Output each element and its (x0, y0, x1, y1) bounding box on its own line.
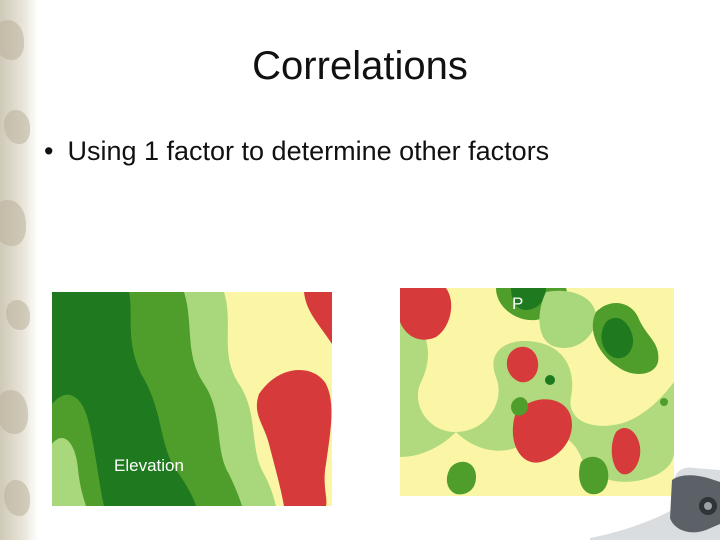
camouflage-border (0, 0, 38, 540)
phosphorus-label: P (512, 294, 524, 313)
phosphorus-map: P (396, 282, 678, 502)
elevation-map-graphic (44, 284, 336, 514)
phosphorus-map-graphic (400, 288, 674, 496)
elevation-map: Elevation (44, 284, 336, 514)
bullet-dot: • (44, 136, 54, 166)
gps-device-icon (590, 440, 720, 540)
bullet-item: • Using 1 factor to determine other facto… (44, 136, 549, 167)
slide-title: Correlations (252, 44, 468, 88)
bullet-text: Using 1 factor to determine other factor… (67, 136, 550, 166)
elevation-label: Elevation (114, 456, 184, 475)
